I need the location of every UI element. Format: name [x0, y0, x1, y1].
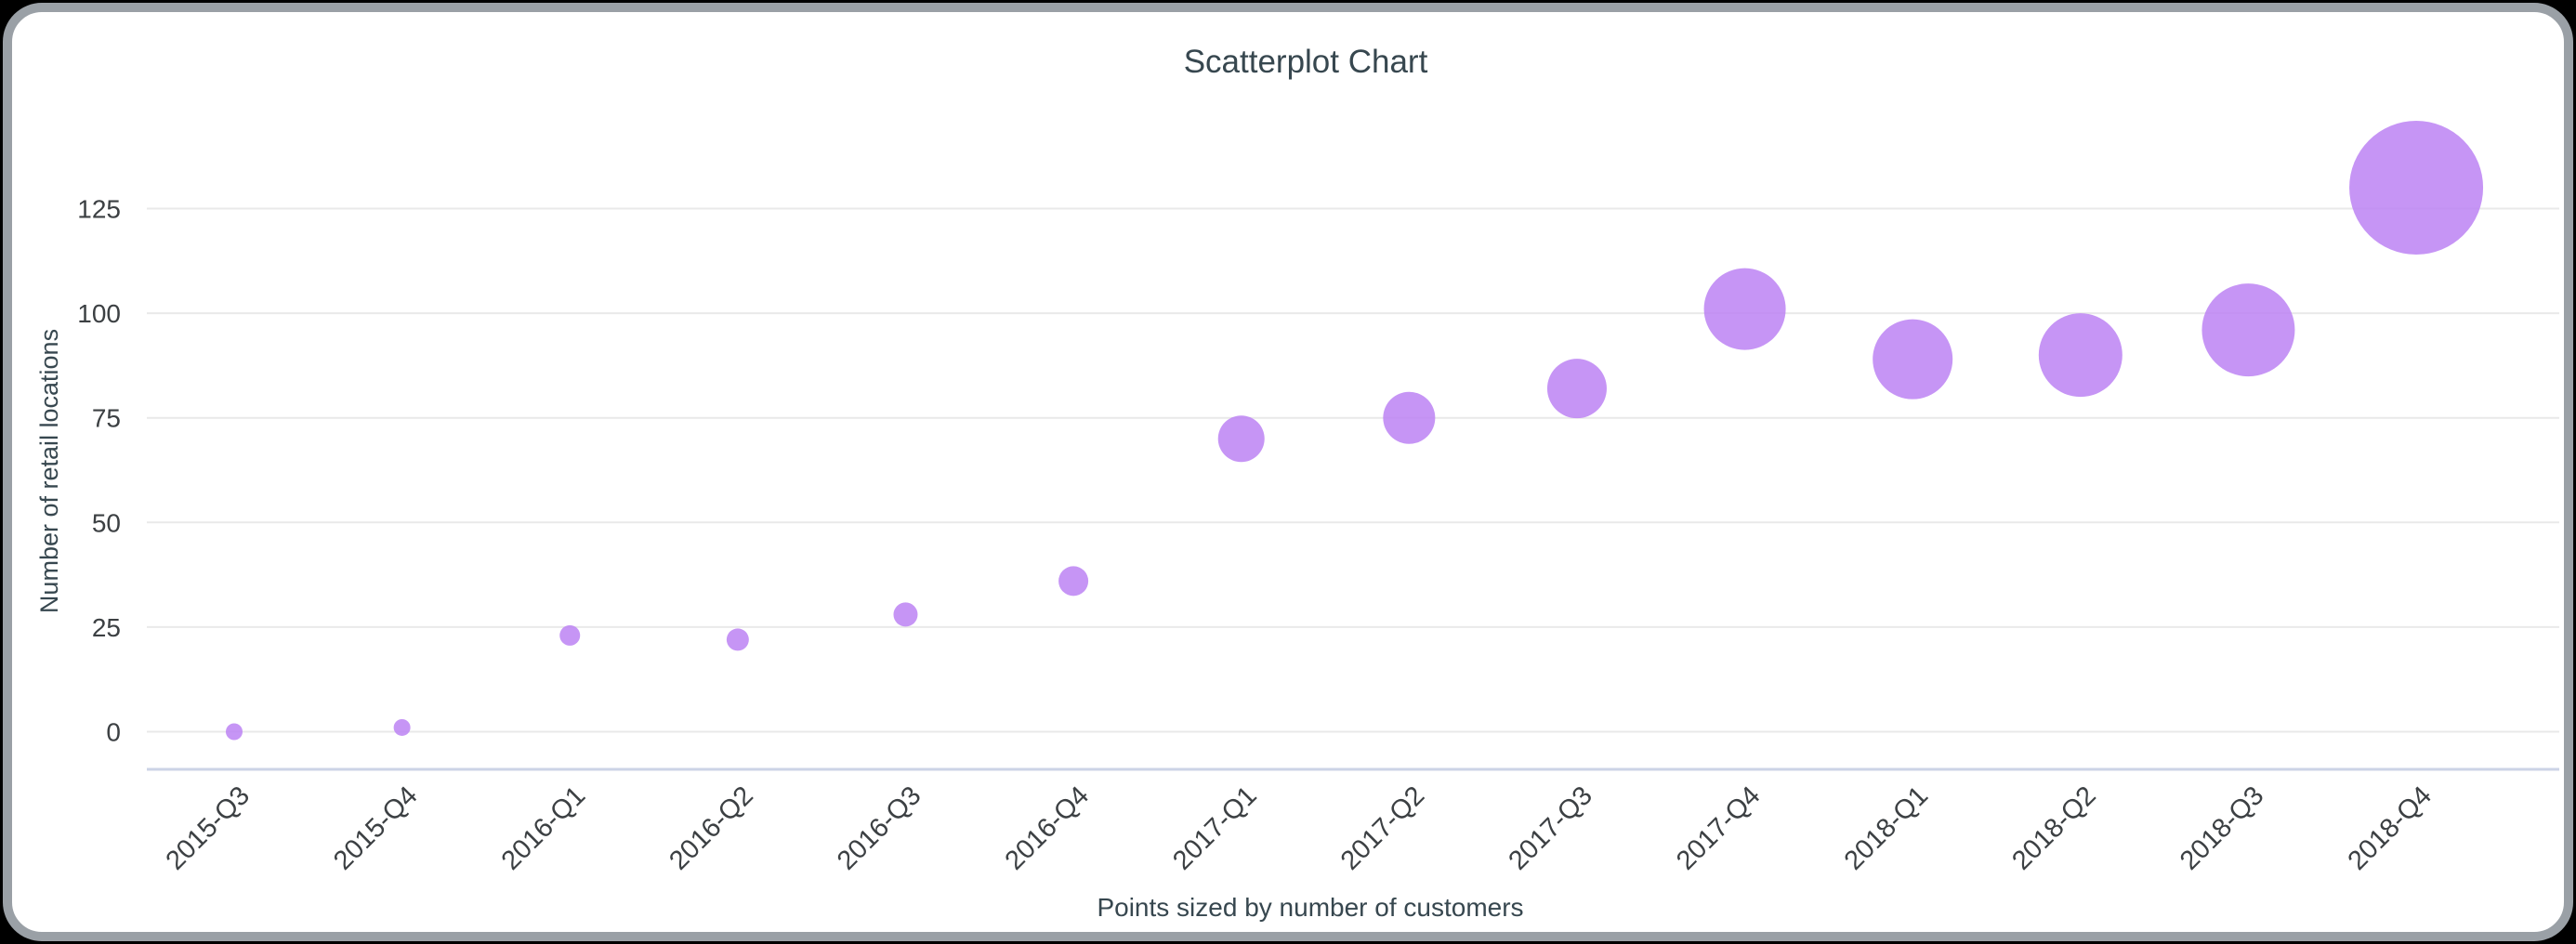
y-tick-label: 50	[92, 508, 121, 537]
data-point-2016-Q3[interactable]	[893, 602, 918, 627]
data-point-2016-Q4[interactable]	[1058, 566, 1089, 597]
x-tick-label: 2018-Q2	[2006, 780, 2101, 875]
data-point-2018-Q3[interactable]	[2201, 283, 2295, 377]
x-tick-label: 2017-Q2	[1335, 780, 1430, 875]
x-tick-label: 2016-Q3	[832, 780, 927, 875]
x-axis-tick-labels: 2015-Q3 2015-Q4 2016-Q1 2016-Q2 2016-Q3 2016-…	[161, 780, 2438, 875]
x-tick-label: 2017-Q4	[1671, 780, 1766, 875]
chart-title: Scatterplot Chart	[1184, 44, 1428, 80]
x-tick-label: 2018-Q1	[1839, 780, 1934, 875]
gridlines-layer	[147, 207, 2559, 771]
y-tick-label: 25	[92, 613, 121, 642]
x-tick-label: 2016-Q1	[496, 780, 591, 875]
data-point-2017-Q2[interactable]	[1383, 391, 1436, 444]
data-point-2015-Q4[interactable]	[393, 718, 411, 736]
y-axis-tick-labels: 0 25 50 75 100 125	[77, 195, 121, 747]
x-tick-label: 2018-Q3	[2175, 780, 2269, 875]
x-tick-label: 2016-Q4	[1000, 780, 1095, 875]
chart-card: Scatterplot Chart 0 25 50 75 100 125 2015-Q3 2…	[3, 3, 2573, 941]
data-point-2016-Q1[interactable]	[559, 624, 581, 646]
x-tick-label: 2015-Q3	[161, 780, 256, 875]
y-tick-label: 0	[106, 718, 121, 747]
y-axis-title: Number of retail locations	[35, 329, 63, 613]
data-point-2017-Q3[interactable]	[1546, 359, 1607, 419]
x-tick-label: 2017-Q3	[1503, 780, 1597, 875]
data-point-2017-Q1[interactable]	[1217, 415, 1265, 463]
data-point-2018-Q4[interactable]	[2349, 120, 2484, 255]
data-point-2016-Q2[interactable]	[726, 628, 749, 651]
y-tick-label: 75	[92, 404, 121, 433]
data-point-2018-Q2[interactable]	[2038, 313, 2123, 398]
x-axis-caption: Points sized by number of customers	[1097, 893, 1523, 922]
x-tick-label: 2015-Q4	[328, 780, 423, 875]
data-points-layer	[226, 120, 2484, 741]
x-tick-label: 2018-Q4	[2343, 780, 2438, 875]
data-point-2017-Q4[interactable]	[1703, 268, 1786, 350]
y-tick-label: 125	[77, 195, 121, 224]
data-point-2018-Q1[interactable]	[1873, 319, 1953, 400]
y-tick-label: 100	[77, 299, 121, 328]
x-tick-label: 2017-Q1	[1167, 780, 1262, 875]
x-tick-label: 2016-Q2	[664, 780, 758, 875]
data-point-2015-Q3[interactable]	[226, 723, 243, 741]
